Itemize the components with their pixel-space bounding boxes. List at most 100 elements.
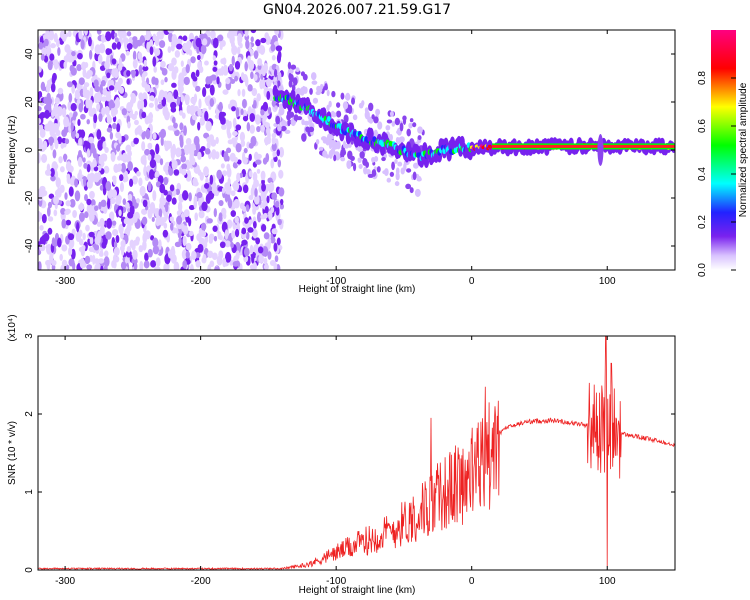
spectrogram-cell	[47, 125, 51, 132]
spectrogram-cell	[142, 199, 148, 208]
spectrogram-cell	[185, 242, 192, 251]
spectrogram-x-ticks: -300 -200 -100 0 100	[55, 30, 616, 287]
spectrogram-cell	[231, 106, 236, 112]
spectrogram-cell	[123, 218, 128, 225]
spectrogram-cell	[99, 217, 105, 228]
spectrogram-cell	[116, 41, 122, 50]
spectrogram-cell	[114, 37, 119, 43]
spectrogram-cell	[184, 144, 190, 156]
spectrogram-cell	[219, 42, 223, 51]
spectrogram-cell	[96, 30, 102, 35]
spectrogram-cell	[202, 38, 208, 46]
spectrogram-cell	[252, 262, 257, 270]
spectrogram-cell	[256, 211, 262, 223]
spectrogram-cell	[39, 224, 44, 231]
spectrogram-cell	[149, 159, 157, 169]
spectrogram-cell	[136, 171, 141, 177]
spectrogram-cell	[164, 143, 169, 152]
spectrogram-cell	[171, 69, 177, 81]
spectrogram-cell	[107, 198, 111, 210]
spectrogram-cell	[174, 129, 180, 137]
spectrogram-cell	[207, 264, 212, 270]
spectrogram-cell	[270, 206, 275, 214]
spectrogram-cell	[84, 72, 91, 80]
spectrogram-cell	[75, 132, 80, 139]
spectrogram-cell	[395, 167, 400, 175]
spectrogram-cell	[47, 43, 51, 54]
spectrogram-cell	[138, 64, 143, 76]
spectrogram-cell	[166, 93, 171, 103]
spectrogram-x-tick-label: -100	[326, 276, 346, 287]
spectrogram-cell	[197, 151, 202, 160]
spectrogram-cell	[124, 255, 131, 265]
spectrogram-cell	[336, 102, 341, 108]
spectrogram-cell	[133, 138, 139, 145]
spectrogram-cell	[241, 227, 247, 235]
spectrogram-cell	[386, 177, 392, 183]
spectrogram-cell	[45, 244, 52, 250]
spectrogram-cell	[48, 30, 55, 41]
spectrogram-cell	[148, 102, 154, 108]
spectrogram-cell	[190, 143, 196, 153]
spectrogram-cell	[267, 177, 273, 184]
spectrogram-cell	[147, 153, 152, 161]
spectrogram-cell	[236, 159, 242, 165]
spectrogram-cell	[111, 189, 118, 199]
spectrogram-cell	[170, 254, 177, 264]
spectrogram-y-tick-label: 0	[24, 147, 35, 153]
spectrogram-cell	[82, 232, 86, 241]
spectrogram-cell	[99, 83, 103, 93]
spectrogram-cell	[77, 119, 81, 127]
spectrogram-cell	[273, 262, 278, 270]
spectrogram-cell	[42, 42, 46, 48]
spectrogram-cell	[191, 157, 196, 166]
spectrogram-cell	[200, 222, 207, 231]
spectrogram-cell	[399, 122, 404, 132]
spectrogram-cell	[178, 110, 184, 116]
spectrogram-cell	[78, 102, 84, 113]
spectrogram-cell	[352, 162, 357, 172]
spectrogram-cell	[264, 205, 269, 214]
spectrogram-cell	[271, 55, 276, 61]
spectrogram-cell	[100, 79, 106, 87]
spectrogram-cell	[233, 156, 239, 163]
spectrogram-cell	[235, 107, 240, 118]
spectrogram-cell	[391, 121, 396, 127]
colorbar-tick-label: 0.8	[697, 71, 708, 85]
spectrogram-cell	[153, 66, 157, 73]
spectrogram-cell	[55, 177, 61, 188]
spectrogram-cell	[79, 257, 85, 269]
spectrogram-cell	[257, 58, 263, 66]
spectrogram-cell	[214, 266, 219, 270]
spectrogram-cell	[77, 52, 83, 60]
spectrogram-cell	[242, 115, 249, 122]
spectrogram-cell	[89, 86, 94, 98]
spectrogram-cell	[102, 234, 107, 246]
spectrogram-y-tick-label: -20	[24, 190, 35, 205]
spectrogram-cell	[220, 163, 225, 169]
spectrogram-cell	[224, 182, 231, 191]
spectrogram-cell	[173, 261, 180, 270]
spectrogram-cell	[412, 171, 417, 181]
spectrogram-cell	[197, 121, 201, 131]
spectrogram-cell	[218, 111, 224, 122]
spectrogram-cell	[65, 219, 72, 226]
spectrogram-cell	[216, 76, 220, 85]
spectrogram-cell	[253, 100, 257, 109]
spectrogram-cell	[220, 124, 227, 130]
spectrogram-cell	[157, 103, 164, 110]
spectrogram-cell	[242, 98, 247, 109]
spectrogram-cell	[389, 110, 394, 117]
spectrogram-cell	[132, 59, 138, 69]
spectrogram-cell	[54, 97, 60, 105]
spectrogram-cell	[235, 250, 240, 260]
spectrogram-cell	[213, 235, 218, 242]
spectrogram-cell	[138, 177, 143, 187]
spectrogram-cell	[120, 135, 126, 143]
spectrogram-cell	[50, 82, 56, 93]
spectrogram-cell	[59, 253, 63, 261]
spectrogram-cell	[57, 237, 62, 248]
spectrogram-cell	[149, 46, 154, 55]
spectrogram-cell	[212, 225, 218, 232]
spectrogram-cell	[159, 94, 164, 101]
